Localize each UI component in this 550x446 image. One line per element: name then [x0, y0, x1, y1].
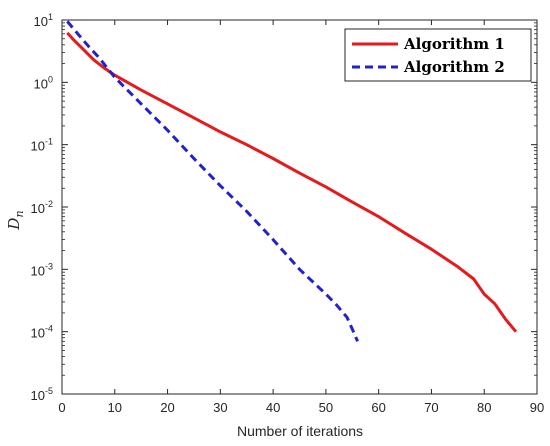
x-tick-label: 60: [371, 400, 385, 415]
y-tick-label: 10-3: [31, 261, 53, 278]
y-tick-exponent: -1: [45, 137, 53, 147]
x-tick-label: 90: [530, 400, 544, 415]
x-tick-label: 80: [477, 400, 491, 415]
y-tick-label: 101: [34, 12, 53, 29]
legend-label-algorithm-2: Algorithm 2: [403, 58, 505, 76]
y-tick-base: 10: [31, 263, 45, 278]
y-tick-base: 10: [34, 14, 48, 29]
x-tick-label: 50: [319, 400, 333, 415]
legend-label-algorithm-1: Algorithm 1: [403, 35, 505, 53]
y-tick-base: 10: [31, 326, 45, 341]
legend: Algorithm 1 Algorithm 2: [344, 28, 532, 82]
x-axis-label: Number of iterations: [237, 423, 363, 439]
x-tick-label: 40: [266, 400, 280, 415]
y-tick-label: 10-5: [31, 386, 53, 403]
legend-box: [344, 28, 532, 82]
y-tick-exponent: -3: [45, 261, 53, 271]
x-tick-label: 0: [58, 400, 65, 415]
series-line-algorithm-2: [66, 20, 359, 342]
y-axis-label: Dn: [5, 210, 26, 230]
x-tick-label: 30: [213, 400, 227, 415]
x-tick-label: 10: [108, 400, 122, 415]
y-tick-exponent: 1: [48, 12, 53, 22]
y-tick-label: 100: [34, 74, 53, 91]
y-tick-label: 10-1: [31, 137, 53, 154]
series-line-algorithm-1: [66, 31, 518, 333]
y-tick-exponent: -5: [45, 386, 53, 396]
y-tick-label: 10-2: [31, 199, 53, 216]
x-tick-label: 20: [160, 400, 174, 415]
y-tick-base: 10: [31, 139, 45, 154]
y-tick-base: 10: [31, 388, 45, 403]
y-tick-base: 10: [34, 76, 48, 91]
y-axis-label-main: D: [5, 218, 23, 231]
y-tick-base: 10: [31, 201, 45, 216]
plot-area: [61, 19, 538, 395]
x-axis: 0 10 20 30 40 50 60 70 80 90: [58, 20, 544, 415]
x-tick-label: 70: [424, 400, 438, 415]
y-tick-exponent: -2: [45, 199, 53, 209]
y-axis-label-subscript: n: [13, 210, 26, 217]
y-tick-label: 10-4: [31, 324, 53, 341]
y-tick-exponent: 0: [48, 74, 53, 84]
series-layer: [66, 20, 518, 342]
y-tick-exponent: -4: [45, 324, 53, 334]
